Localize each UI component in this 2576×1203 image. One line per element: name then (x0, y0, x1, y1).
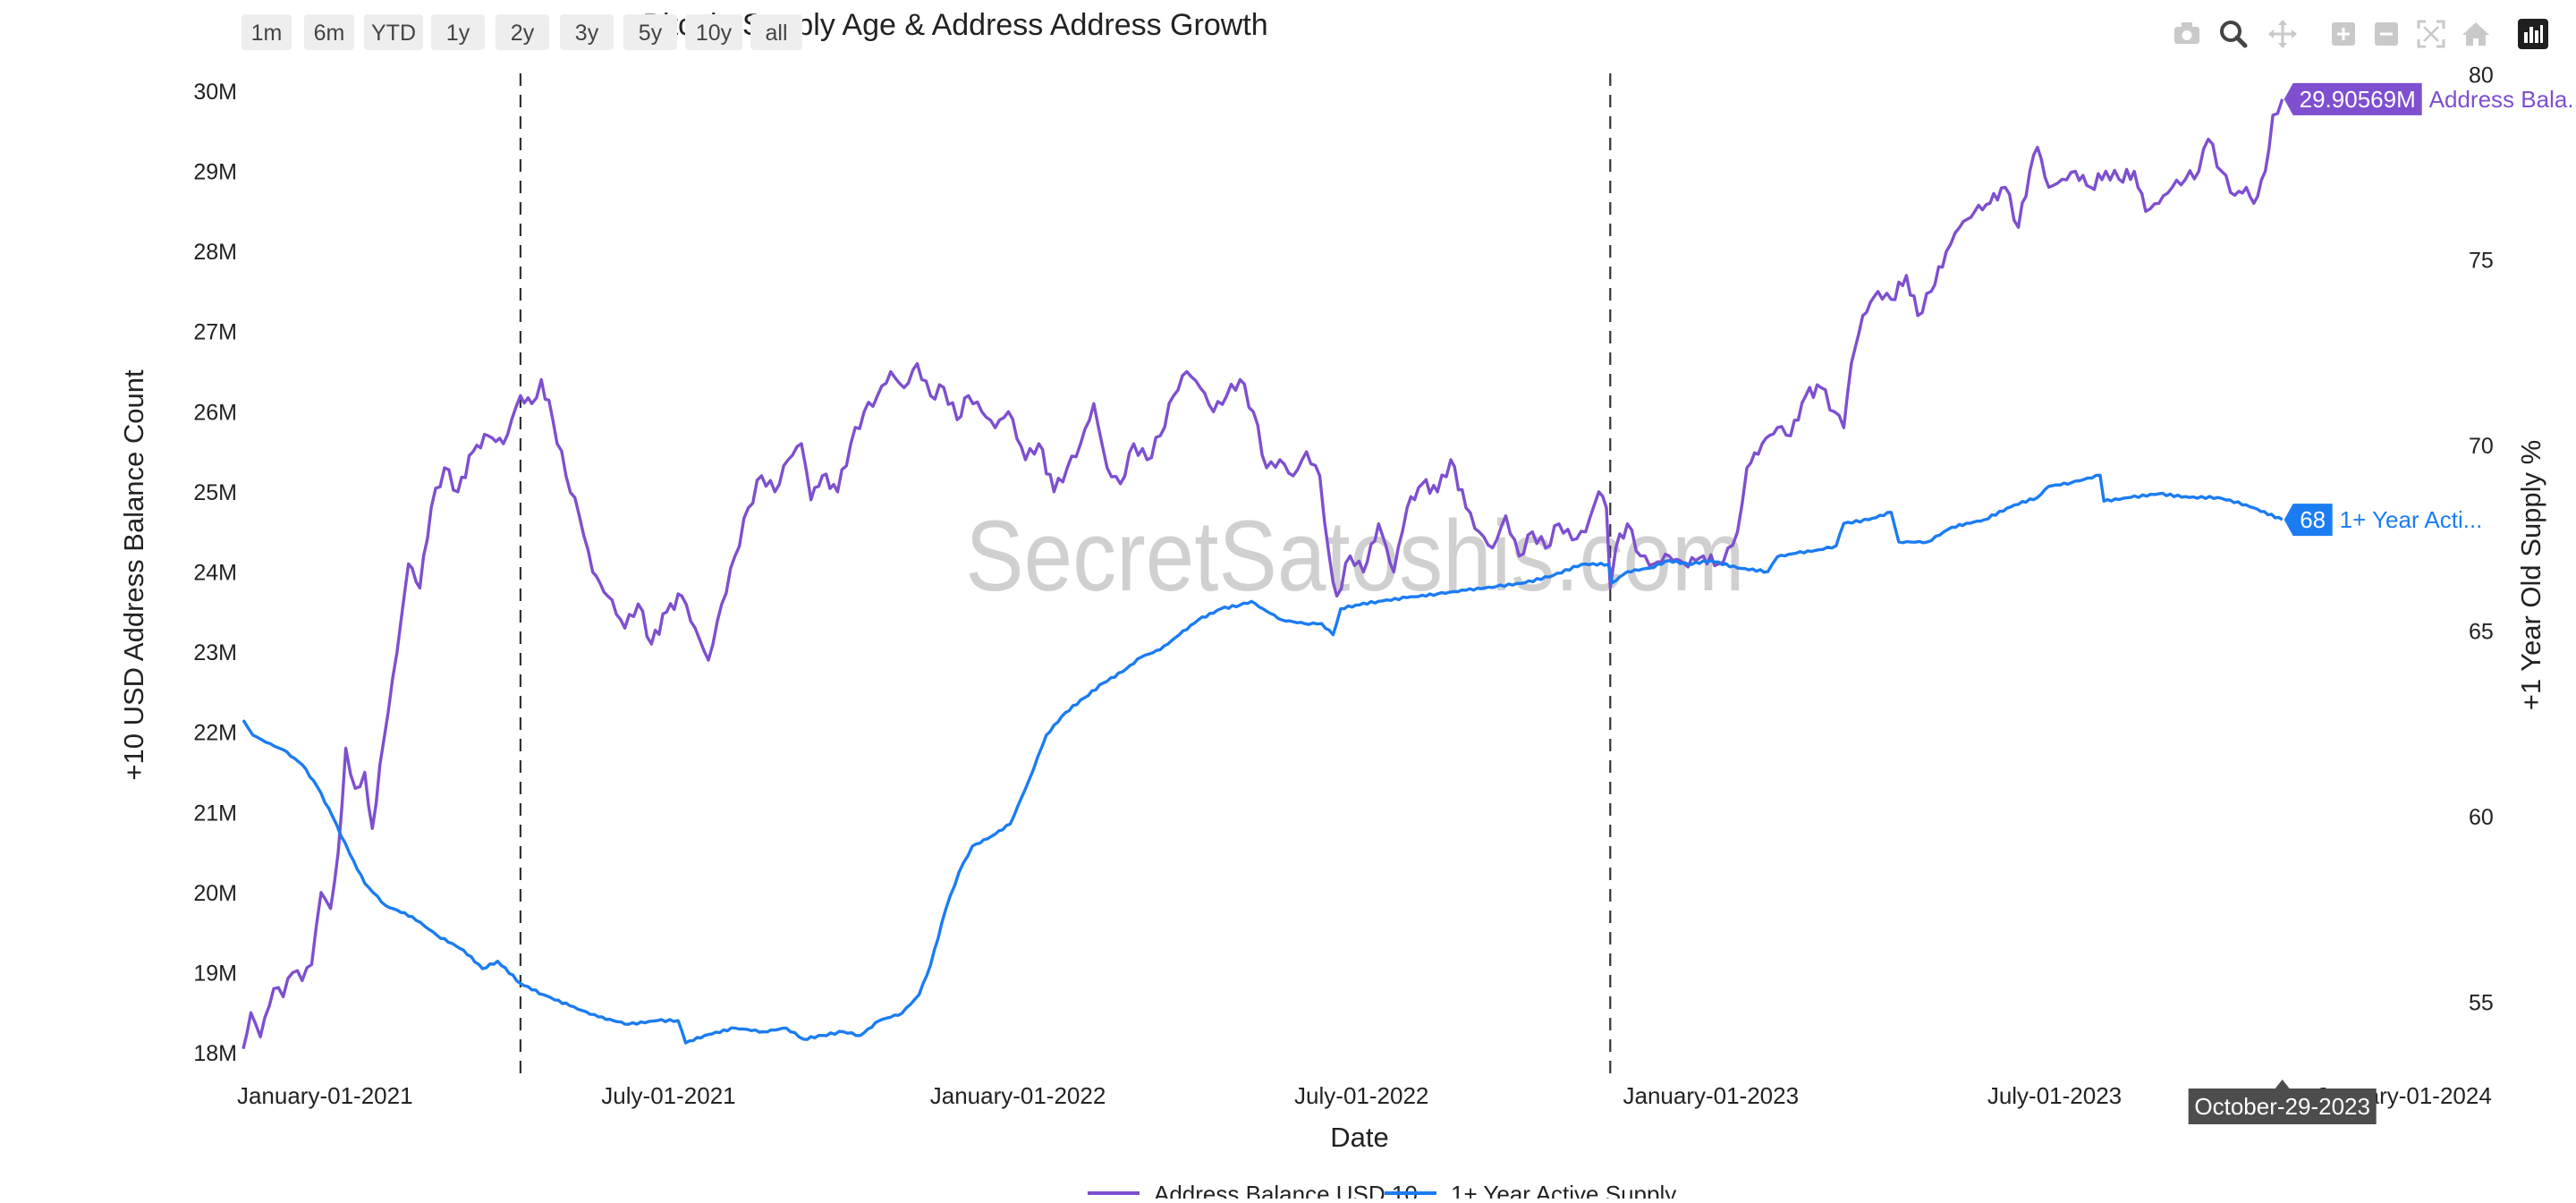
legend: Address Balance USD 10 1+ Year Active Sup… (1088, 1181, 1676, 1203)
y-tick-label: 20M (193, 881, 237, 906)
chart-title: Bitcoin Supply Age & Address Address Gro… (642, 8, 1267, 42)
range-button-label: 2y (511, 21, 535, 46)
x-tick-label: January-01-2023 (1623, 1082, 1799, 1109)
range-button-label: all (765, 21, 787, 46)
range-button-all[interactable]: all (750, 14, 802, 50)
range-button-label: 1m (251, 21, 283, 46)
x-tick-label: January-01-2022 (930, 1082, 1106, 1109)
range-button-10y[interactable]: 10y (685, 14, 742, 50)
y-tick-label: 28M (193, 240, 237, 265)
y-tick-label: 30M (193, 80, 237, 105)
legend-label: Address Balance USD 10 (1154, 1181, 1418, 1199)
range-button-5y[interactable]: 5y (623, 14, 677, 50)
end-label-address-balance: 29.90569M Address Bala... (2284, 82, 2576, 115)
y2-tick-label: 65 (2469, 620, 2494, 645)
y-tick-label: 18M (193, 1041, 237, 1066)
y2-tick-label: 75 (2469, 249, 2494, 274)
series-group (242, 98, 2284, 1049)
autoscale-icon[interactable] (2417, 20, 2445, 48)
hover-x-label: October-29-2023 (2188, 1080, 2377, 1124)
pan-icon[interactable] (2268, 20, 2297, 48)
x-tick-label: July-01-2022 (1294, 1082, 1428, 1109)
y-tick-label: 29M (193, 159, 237, 184)
legend-label: 1+ Year Active Supply (1451, 1181, 1676, 1199)
range-button-label: 6m (314, 21, 345, 46)
range-button-label: 3y (575, 21, 599, 46)
range-button-1m[interactable]: 1m (242, 14, 292, 50)
range-button-3y[interactable]: 3y (560, 14, 614, 50)
y2-tick-label: 80 (2469, 63, 2494, 88)
zoom-out-icon[interactable] (2375, 22, 2398, 46)
y-tick-label: 26M (193, 400, 237, 425)
x-tick-label: July-01-2021 (601, 1082, 735, 1109)
range-selector: 1m 6m YTD 1y 2y 3y 5y 10y all (242, 14, 802, 50)
zoom-in-icon[interactable] (2332, 22, 2355, 46)
end-label-value: 68 (2300, 506, 2326, 533)
y-axis-title: +10 USD Address Balance Count (118, 369, 149, 781)
end-label-name: Address Bala... (2429, 86, 2576, 113)
y2-tick-label: 70 (2469, 434, 2494, 459)
zoom-icon[interactable] (2220, 21, 2248, 48)
plotly-logo-icon[interactable] (2518, 19, 2548, 49)
y2-tick-label: 60 (2469, 805, 2494, 830)
home-icon[interactable] (2462, 22, 2489, 46)
y-tick-label: 24M (193, 560, 237, 585)
y2-axis-title: +1 Year Old Supply % (2515, 440, 2546, 710)
y-tick-label: 23M (193, 640, 237, 665)
legend-item-active-supply[interactable]: 1+ Year Active Supply (1385, 1181, 1676, 1203)
range-button-6m[interactable]: 6m (304, 14, 354, 50)
range-button-label: 10y (696, 21, 733, 46)
end-label-name: 1+ Year Acti... (2340, 506, 2483, 533)
range-button-2y[interactable]: 2y (496, 14, 549, 50)
watermark: SecretSatoshis.com (965, 500, 1744, 613)
range-button-label: 5y (639, 21, 663, 46)
series-line-address-balance[interactable] (242, 98, 2284, 1049)
y-axis-ticks: 18M 19M 20M 21M 22M 23M 24M 25M 26M 27M 28M 29M 30M (193, 80, 237, 1066)
modebar (2171, 19, 2548, 49)
hover-x-text: October-29-2023 (2194, 1093, 2370, 1120)
range-button-label: 1y (446, 21, 470, 46)
y-tick-label: 27M (193, 320, 237, 345)
end-label-value: 29.90569M (2300, 86, 2416, 113)
y-tick-label: 21M (193, 801, 237, 826)
y2-tick-label: 55 (2469, 990, 2494, 1015)
range-button-ytd[interactable]: YTD (364, 14, 423, 50)
series-line-active-supply[interactable] (242, 473, 2284, 1045)
end-labels: 29.90569M Address Bala... 68 1+ Year Acti..… (2284, 82, 2576, 537)
range-button-label: YTD (371, 21, 416, 46)
legend-item-address-balance[interactable]: Address Balance USD 10 (1088, 1181, 1418, 1203)
x-axis-ticks: January-01-2021 July-01-2021 January-01-20… (237, 1082, 2492, 1109)
x-axis-title: Date (1330, 1122, 1388, 1153)
y-tick-label: 19M (193, 961, 237, 986)
x-tick-label: January-01-2021 (237, 1082, 413, 1109)
camera-icon[interactable] (2171, 21, 2203, 47)
y2-axis-ticks: 55 60 65 70 75 80 (2469, 63, 2494, 1015)
y-tick-label: 25M (193, 480, 237, 505)
range-button-1y[interactable]: 1y (431, 14, 485, 50)
y-tick-label: 22M (193, 721, 237, 746)
end-label-active-supply: 68 1+ Year Acti... (2284, 504, 2483, 537)
x-tick-label: July-01-2023 (1987, 1082, 2122, 1109)
